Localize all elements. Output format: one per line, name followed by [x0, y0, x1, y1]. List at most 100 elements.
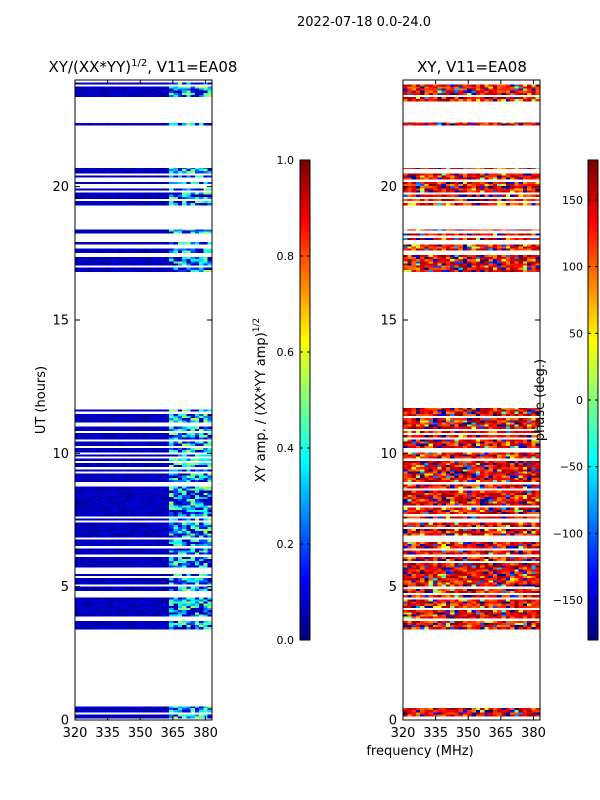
- heatmap-cell: [147, 426, 153, 429]
- heatmap-cell: [147, 259, 153, 262]
- heatmap-cell: [194, 601, 200, 604]
- heatmap-cell: [156, 565, 161, 568]
- heatmap-cell: [134, 535, 140, 538]
- heatmap-cell: [514, 708, 519, 711]
- heatmap-cell: [480, 605, 485, 608]
- heatmap-cell: [113, 420, 119, 423]
- heatmap-cell: [450, 578, 455, 581]
- heatmap-cell: [467, 541, 472, 544]
- heatmap-cell: [169, 435, 174, 438]
- heatmap-cell: [173, 454, 179, 457]
- heatmap-cell: [75, 188, 80, 191]
- heatmap-cell: [450, 576, 455, 579]
- heatmap-cell: [186, 580, 191, 583]
- heatmap-cell: [535, 576, 541, 579]
- heatmap-cell: [415, 595, 421, 598]
- heatmap-cell: [83, 539, 89, 542]
- heatmap-cell: [411, 544, 417, 547]
- heatmap-cell: [100, 416, 106, 419]
- heatmap-cell: [182, 86, 187, 89]
- heatmap-cell: [177, 539, 183, 542]
- heatmap-cell: [471, 516, 477, 519]
- heatmap-cell: [109, 465, 114, 468]
- heatmap-cell: [518, 509, 524, 512]
- heatmap-cell: [156, 539, 161, 542]
- heatmap-cell: [169, 599, 174, 602]
- heatmap-cell: [497, 714, 502, 717]
- heatmap-cell: [83, 531, 89, 534]
- heatmap-cell: [100, 561, 106, 564]
- heatmap-cell: [194, 625, 200, 628]
- heatmap-cell: [415, 541, 421, 544]
- heatmap-cell: [203, 413, 209, 416]
- heatmap-cell: [194, 437, 200, 440]
- heatmap-cell: [467, 558, 472, 562]
- heatmap-cell: [130, 561, 136, 564]
- heatmap-cell: [424, 507, 429, 510]
- heatmap-cell: [432, 605, 438, 608]
- heatmap-cell: [130, 82, 136, 85]
- heatmap-cell: [83, 514, 89, 517]
- heatmap-cell: [177, 443, 183, 446]
- heatmap-cell: [407, 595, 412, 598]
- heatmap-cell: [428, 544, 434, 547]
- heatmap-cell: [497, 603, 502, 606]
- heatmap-cell: [104, 625, 110, 628]
- heatmap-cell: [169, 90, 174, 93]
- heatmap-cell: [475, 558, 481, 562]
- heatmap-cell: [143, 552, 149, 555]
- heatmap-cell: [415, 522, 421, 525]
- heatmap-cell: [407, 614, 412, 617]
- heatmap-cell: [164, 267, 170, 270]
- heatmap-cell: [203, 90, 209, 93]
- heatmap-cell: [113, 257, 119, 260]
- heatmap-cell: [497, 590, 502, 594]
- heatmap-cell: [441, 522, 447, 525]
- heatmap-cell: [441, 625, 447, 628]
- heatmap-cell: [96, 194, 101, 197]
- heatmap-cell: [83, 612, 89, 615]
- heatmap-cell: [203, 518, 209, 521]
- heatmap-cell: [518, 627, 524, 630]
- heatmap-cell: [83, 625, 89, 628]
- heatmap-cell: [177, 477, 183, 480]
- heatmap-cell: [169, 610, 174, 613]
- heatmap-cell: [169, 503, 174, 506]
- heatmap-cell: [173, 580, 179, 583]
- heatmap-cell: [432, 712, 438, 715]
- heatmap-cell: [117, 531, 123, 534]
- heatmap-cell: [186, 413, 191, 416]
- heatmap-cell: [143, 94, 149, 98]
- heatmap-cell: [462, 563, 468, 566]
- heatmap-cell: [207, 578, 213, 581]
- heatmap-cell: [164, 435, 170, 438]
- heatmap-cell: [126, 486, 131, 489]
- heatmap-cell: [117, 497, 123, 500]
- heatmap-cell: [207, 490, 213, 493]
- heatmap-cell: [169, 448, 174, 451]
- heatmap-cell: [441, 558, 447, 562]
- heatmap-cell: [143, 716, 149, 719]
- heatmap-cell: [203, 259, 209, 262]
- heatmap-cell: [117, 601, 123, 604]
- heatmap-cell: [75, 582, 80, 585]
- heatmap-cell: [177, 480, 183, 483]
- heatmap-cell: [420, 565, 425, 568]
- heatmap-cell: [117, 622, 123, 626]
- heatmap-cell: [454, 614, 459, 617]
- heatmap-cell: [510, 563, 515, 566]
- heatmap-cell: [173, 494, 179, 498]
- heatmap-cell: [458, 627, 464, 630]
- heatmap-cell: [104, 192, 110, 195]
- heatmap-cell: [203, 477, 209, 480]
- heatmap-cell: [480, 714, 485, 717]
- heatmap-cell: [134, 480, 140, 483]
- heatmap-cell: [169, 550, 174, 553]
- heatmap-cell: [83, 458, 89, 461]
- heatmap-cell: [458, 584, 464, 587]
- heatmap-cell: [424, 627, 429, 630]
- heatmap-cell: [194, 441, 200, 444]
- heatmap-cell: [109, 565, 114, 568]
- heatmap-cell: [143, 437, 149, 440]
- heatmap-cell: [518, 595, 524, 598]
